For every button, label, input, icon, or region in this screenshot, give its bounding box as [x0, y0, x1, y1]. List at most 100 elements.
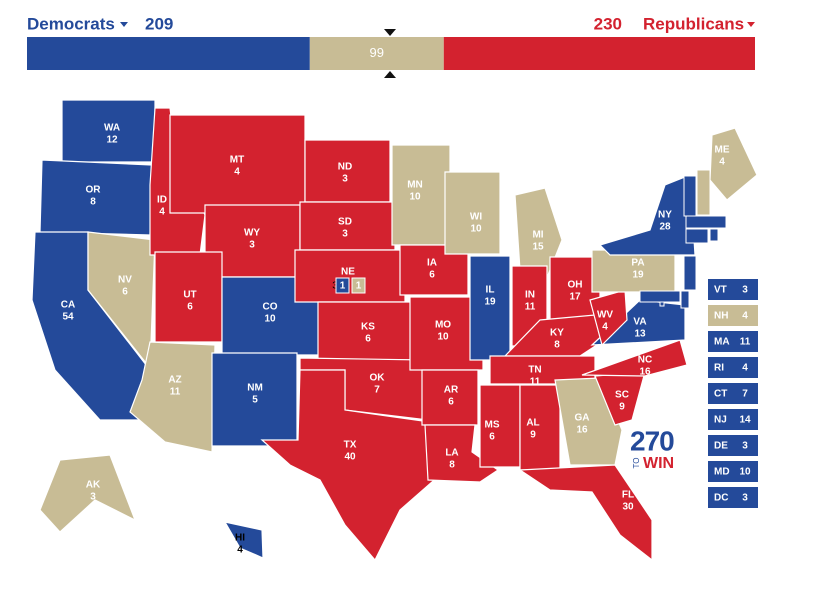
state-shape: [39, 159, 153, 236]
state-abbr: GA: [575, 413, 590, 424]
small-state-abbr: NH: [714, 311, 728, 322]
state-abbr: WV: [597, 310, 613, 321]
state-votes: 5: [252, 395, 258, 406]
state-votes: 40: [344, 452, 356, 463]
state-abbr: ND: [338, 162, 352, 173]
small-state-votes: 11: [740, 337, 751, 348]
state-shape: [683, 255, 697, 291]
small-state-abbr: MA: [714, 337, 730, 348]
small-state-box: [708, 305, 758, 326]
state-shape: [709, 127, 758, 201]
small-state-box: [708, 279, 758, 300]
state-abbr: NY: [658, 210, 672, 221]
state-votes: 6: [429, 270, 435, 281]
small-state-box: [708, 435, 758, 456]
state-shape: [709, 228, 719, 242]
vote-bar-segment: [27, 37, 310, 70]
small-state-votes: 3: [742, 285, 748, 296]
state-shape: [223, 521, 264, 559]
state-abbr: IN: [525, 290, 535, 301]
state-abbr: OH: [568, 280, 583, 291]
logo: 270 TO WIN: [630, 425, 675, 472]
caret[interactable]: [120, 22, 128, 27]
state-abbr: IA: [427, 258, 437, 269]
caret[interactable]: [747, 22, 755, 27]
small-state-box: [708, 383, 758, 404]
state-abbr: KS: [361, 322, 375, 333]
state-abbr: SD: [338, 217, 352, 228]
vote-bar-segment: [309, 37, 444, 70]
district-box: [335, 277, 350, 294]
rep-total: 230: [594, 14, 622, 33]
state-votes: 8: [90, 197, 96, 208]
state-shape: [391, 144, 451, 246]
small-state-abbr: DE: [714, 441, 728, 452]
state-votes: 6: [122, 287, 128, 298]
state-votes: 30: [622, 502, 634, 513]
state-shape: [409, 296, 484, 371]
midpoint-arrow: [384, 71, 396, 78]
state-votes: 4: [237, 545, 243, 556]
state-shape: [639, 290, 681, 303]
small-state-box: [708, 357, 758, 378]
state-abbr: ME: [715, 145, 730, 156]
dem-label[interactable]: Democrats: [27, 14, 115, 33]
state-votes: 10: [409, 192, 421, 203]
state-votes: 6: [187, 302, 193, 313]
state-votes: 8: [449, 460, 455, 471]
state-votes: 28: [659, 222, 671, 233]
state-votes: 12: [106, 135, 118, 146]
district-box: [351, 277, 366, 294]
state-abbr: LA: [445, 448, 458, 459]
dem-total: 209: [145, 14, 173, 33]
small-state-votes: 4: [742, 363, 748, 374]
small-state-box: [708, 487, 758, 508]
state-abbr: WI: [470, 212, 482, 223]
state-abbr: WA: [104, 123, 120, 134]
district-votes: 1: [340, 281, 346, 292]
state-votes: 11: [170, 387, 181, 398]
state-shape: [598, 174, 696, 256]
state-abbr: IL: [486, 285, 495, 296]
state-votes: 9: [619, 402, 625, 413]
state-shape: [683, 175, 697, 217]
state-votes: 19: [632, 270, 644, 281]
small-state-abbr: NJ: [714, 415, 727, 426]
state-votes: 54: [62, 312, 74, 323]
state-votes: 17: [569, 292, 581, 303]
state-shape: [589, 289, 628, 347]
state-abbr: MN: [407, 180, 423, 191]
rep-label[interactable]: Republicans: [643, 14, 744, 33]
state-abbr: MT: [230, 155, 244, 166]
state-abbr: HI: [235, 533, 245, 544]
small-state-box: [708, 409, 758, 430]
state-votes: 16: [639, 367, 651, 378]
state-votes: 3: [332, 281, 338, 292]
state-shape: [424, 424, 500, 483]
state-votes: 10: [264, 314, 276, 325]
state-votes: 4: [602, 322, 608, 333]
state-votes: 3: [342, 174, 348, 185]
state-shape: [39, 454, 137, 533]
state-abbr: MO: [435, 320, 451, 331]
state-shape: [685, 228, 709, 244]
small-state-abbr: CT: [714, 389, 727, 400]
midpoint-arrow: [384, 29, 396, 36]
state-votes: 3: [90, 492, 96, 503]
state-votes: 15: [532, 242, 544, 253]
small-state-box: [708, 461, 758, 482]
state-shape: [685, 215, 727, 229]
state-abbr: TX: [344, 440, 357, 451]
small-state-box: [708, 331, 758, 352]
state-abbr: TN: [528, 365, 541, 376]
small-state-votes: 4: [742, 311, 748, 322]
state-abbr: KY: [550, 328, 564, 339]
vote-bar-segment: [443, 37, 755, 70]
small-state-abbr: DC: [714, 493, 728, 504]
state-votes: 7: [374, 385, 380, 396]
state-abbr: PA: [631, 258, 644, 269]
logo-win: WIN: [643, 455, 674, 472]
state-shape: [581, 339, 688, 377]
